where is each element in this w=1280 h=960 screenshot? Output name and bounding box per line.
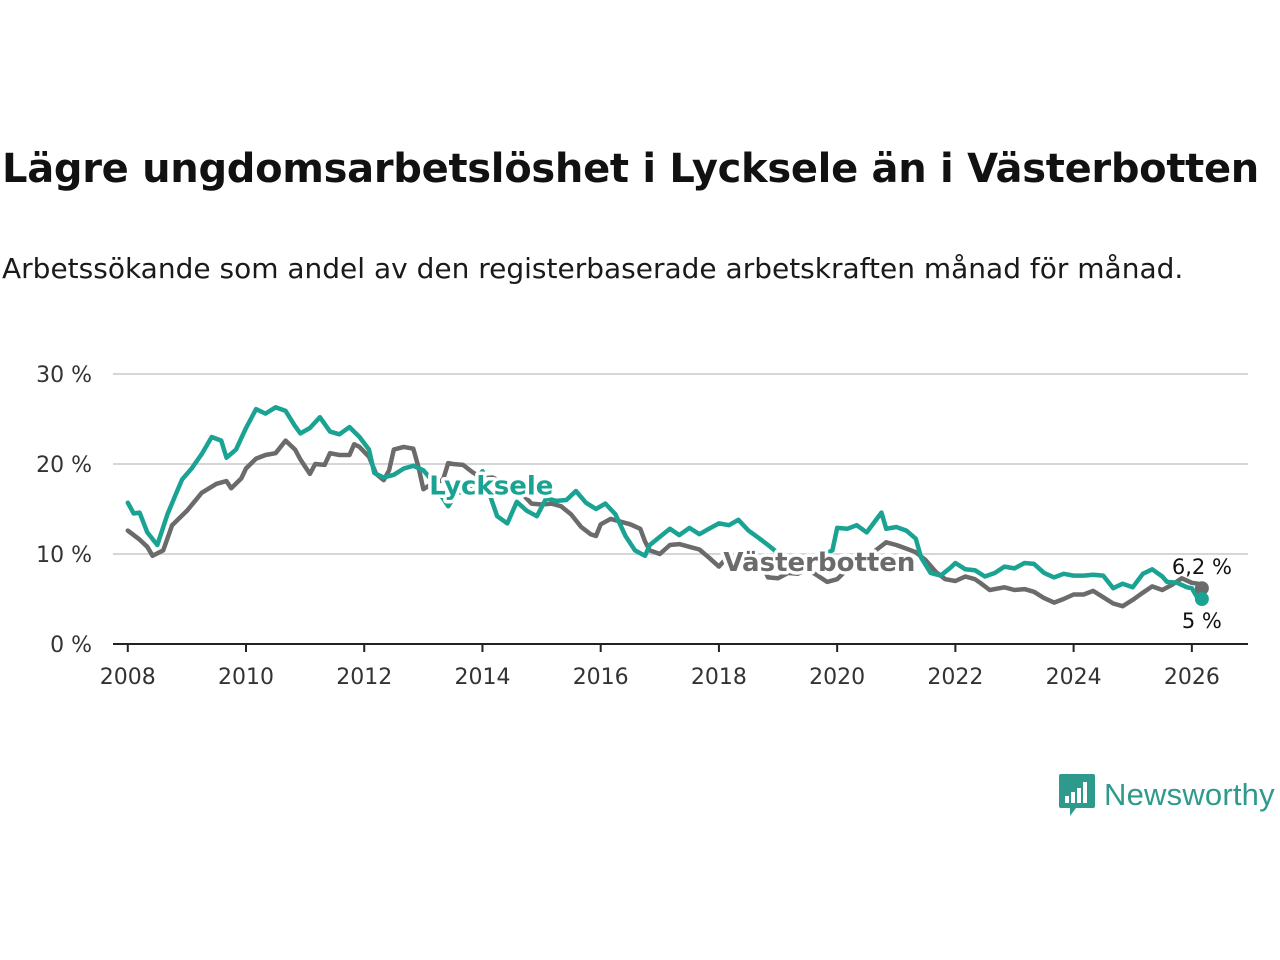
grid-lines (113, 373, 1248, 555)
x-tick-label: 2016 (573, 665, 629, 690)
newsworthy-logo-icon (1059, 774, 1095, 816)
x-axis: 2008 2010 2012 2014 2016 2018 2020 2022 2024 2026 (100, 643, 1248, 690)
series-label-västerbotten: Västerbotten (723, 548, 915, 578)
y-tick-label: 30 % (36, 363, 92, 388)
x-tick-label: 2010 (218, 665, 274, 690)
series-line-lycksele (125, 405, 1205, 602)
series-line-västerbotten (125, 438, 1205, 609)
end-point-västerbotten (1194, 581, 1209, 596)
x-tick-label: 2018 (691, 665, 747, 690)
y-tick-label: 0 % (50, 633, 92, 658)
y-axis-tick-labels: 0 % 10 % 20 % 30 % (36, 363, 92, 658)
chart-subtitle: Arbetssökande som andel av den registerb… (2, 252, 1184, 285)
y-tick-label: 10 % (36, 543, 92, 568)
newsworthy-brand[interactable]: Newsworthy (1058, 772, 1275, 818)
x-tick-label: 2020 (809, 665, 865, 690)
brand-name: Newsworthy (1104, 777, 1275, 812)
end-value-label-lycksele: 5 % (1182, 609, 1222, 633)
series-lines (125, 405, 1209, 609)
x-tick-label: 2024 (1046, 665, 1102, 690)
y-tick-label: 20 % (36, 453, 92, 478)
x-tick-label: 2014 (454, 665, 510, 690)
x-tick-label: 2026 (1164, 665, 1220, 690)
series-label-lycksele: Lycksele (429, 472, 553, 502)
x-tick-label: 2012 (336, 665, 392, 690)
x-tick-label: 2022 (927, 665, 983, 690)
x-tick-label: 2008 (100, 665, 156, 690)
end-value-label-vasterbotten: 6,2 % (1172, 555, 1232, 579)
chart-title: Lägre ungdomsarbetslöshet i Lycksele än … (2, 146, 1259, 192)
end-point-lycksele (1194, 592, 1209, 606)
series-labels: Lycksele Västerbotten 6,2 % 5 % (426, 468, 1232, 633)
line-chart: 0 % 10 % 20 % 30 % 2008 2010 2012 2014 2016 2018… (36, 363, 1248, 690)
